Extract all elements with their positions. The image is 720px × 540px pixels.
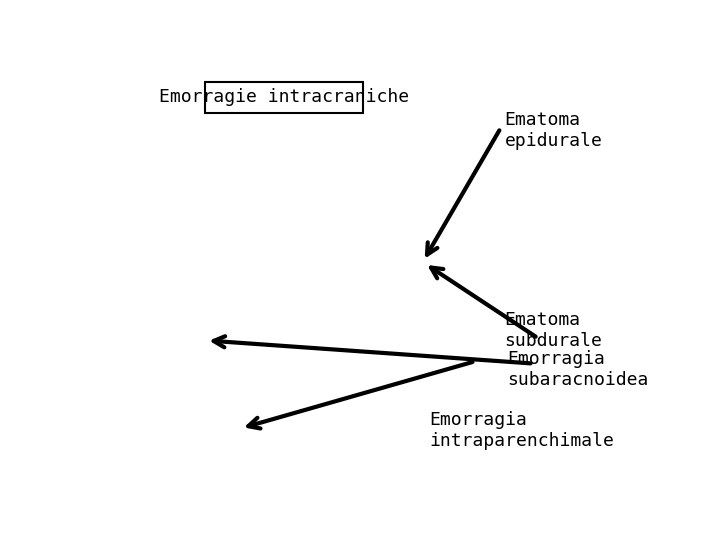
Text: Ematoma
subdurale: Ematoma subdurale: [505, 311, 603, 350]
Text: Emorragie intracraniche: Emorragie intracraniche: [158, 88, 409, 106]
Bar: [204, 82, 363, 112]
Text: Emorragia
intraparenchimale: Emorragia intraparenchimale: [429, 411, 614, 450]
Text: Emorragia
subaracnoidea: Emorragia subaracnoidea: [507, 350, 648, 388]
Text: Ematoma
epidurale: Ematoma epidurale: [505, 111, 603, 150]
